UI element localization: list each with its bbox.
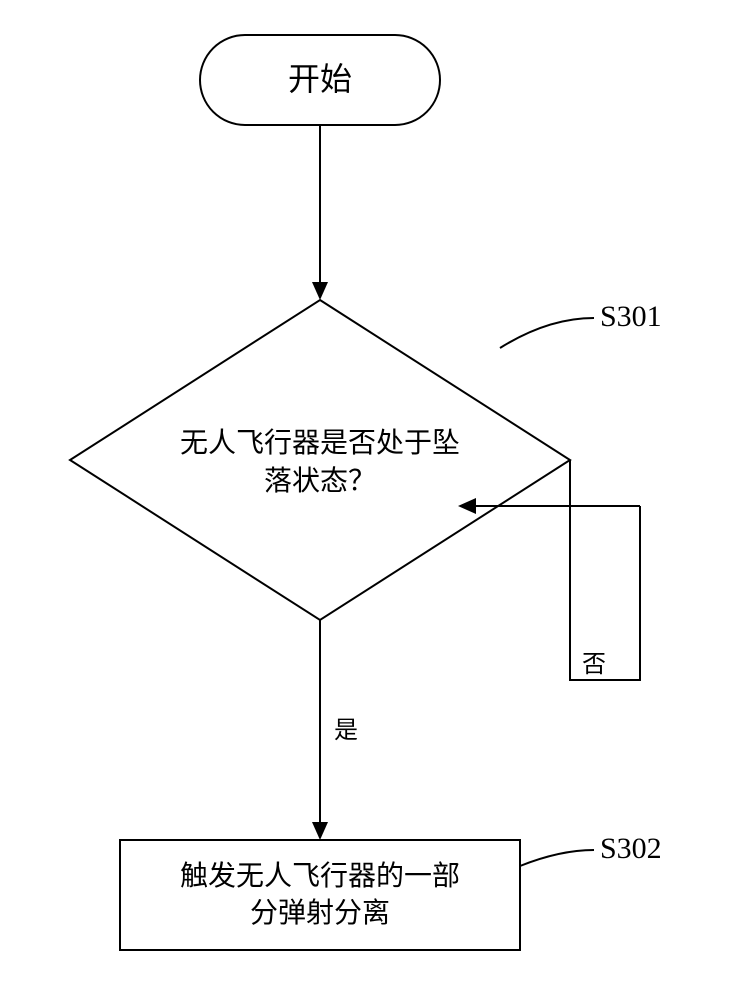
decision-text-line1: 无人飞行器是否处于坠 — [180, 427, 460, 459]
start-node: 开始 — [200, 35, 440, 125]
decision-shape — [70, 300, 570, 620]
no-label: 否 — [582, 652, 606, 678]
process-text-line2: 分弹射分离 — [250, 897, 390, 929]
s302-leader — [520, 850, 594, 866]
decision-text-line2: 落状态？ — [264, 465, 376, 497]
yes-label: 是 — [334, 718, 358, 744]
edge-start-to-decision — [312, 125, 328, 300]
process-shape — [120, 840, 520, 950]
s302-text: S302 — [600, 832, 662, 865]
process-node: 触发无人飞行器的一部 分弹射分离 — [120, 840, 520, 950]
decision-node: 无人飞行器是否处于坠 落状态？ — [70, 300, 570, 620]
process-text-line1: 触发无人飞行器的一部 — [180, 860, 460, 892]
edge-no-loop: 否 — [458, 460, 640, 680]
edge-yes: 是 — [312, 620, 358, 840]
start-label: 开始 — [288, 61, 352, 97]
decision-step-label: S301 — [500, 300, 662, 348]
s301-leader — [500, 318, 594, 348]
process-step-label: S302 — [520, 832, 662, 866]
s301-text: S301 — [600, 300, 662, 333]
